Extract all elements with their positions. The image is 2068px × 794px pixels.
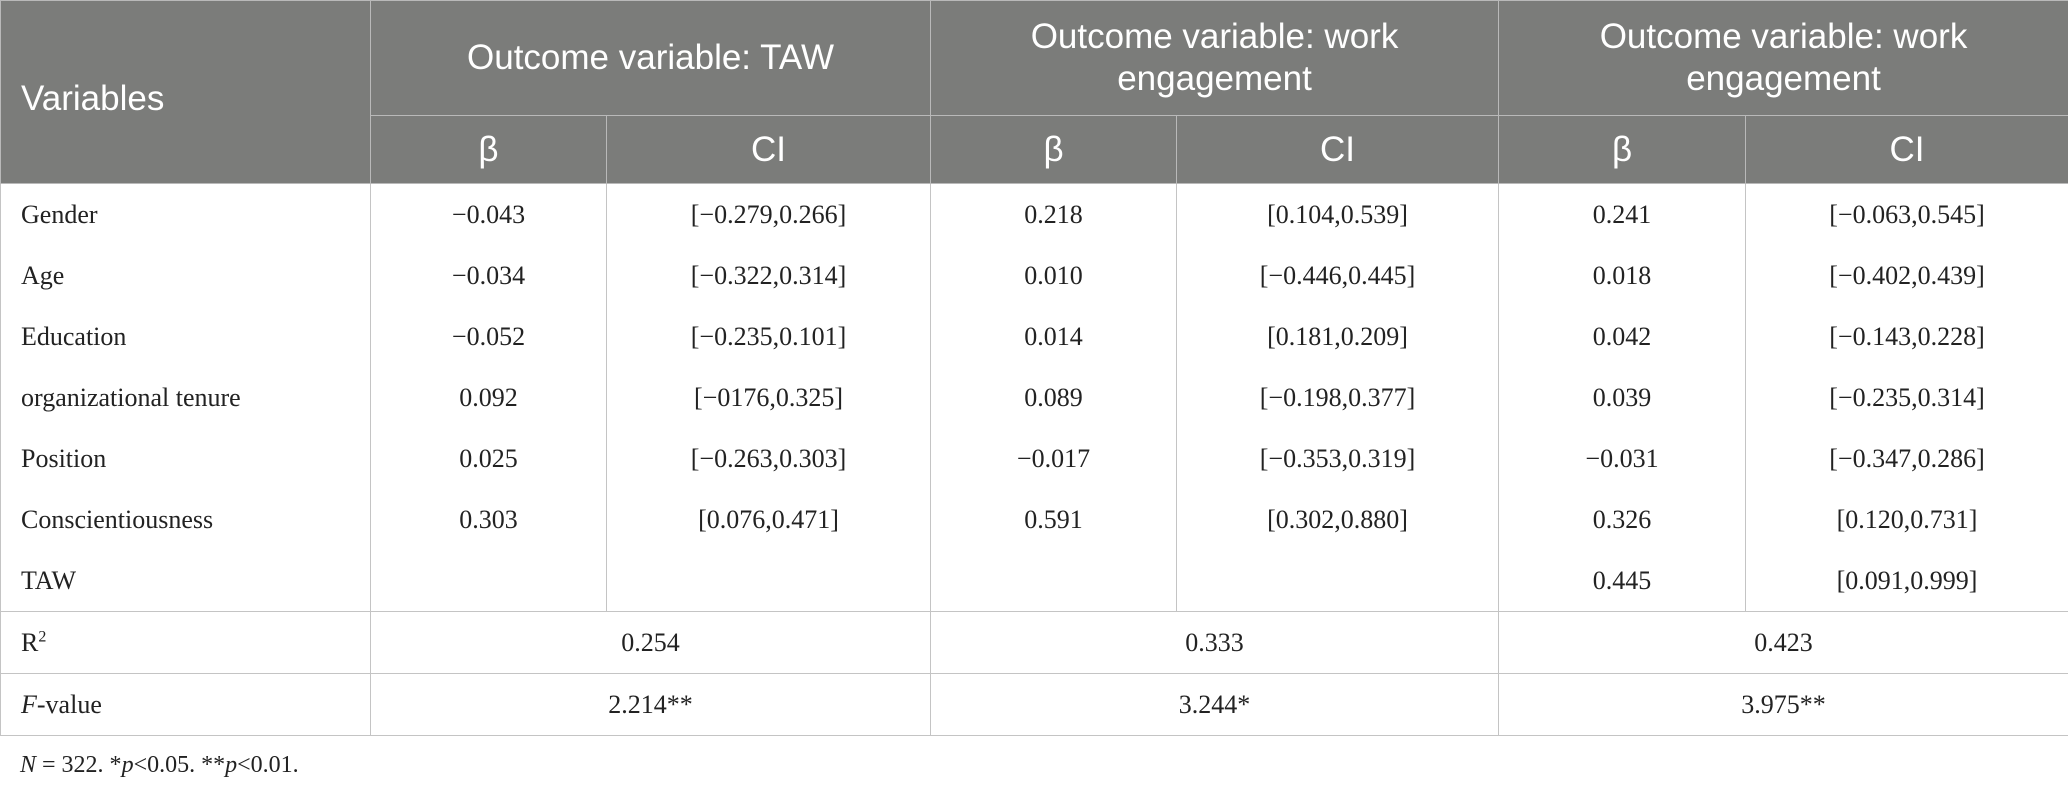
- ci-value: [−0.347,0.286]: [1745, 428, 2068, 489]
- group-header-taw: Outcome variable: TAW: [369, 0, 932, 116]
- ci-value: [−0.198,0.377]: [1176, 367, 1500, 428]
- beta-header: β: [1498, 115, 1747, 184]
- variable-label: TAW: [0, 550, 371, 612]
- ci-value: [0.120,0.731]: [1745, 489, 2068, 550]
- ci-value: [−0.353,0.319]: [1176, 428, 1500, 489]
- r-squared-value: 0.423: [1498, 611, 2068, 674]
- ci-value: [0.091,0.999]: [1745, 550, 2068, 612]
- ci-header: CI: [1176, 115, 1500, 184]
- beta-value: 0.218: [930, 183, 1178, 245]
- table-row: Education −0.052 [−0.235,0.101] 0.014 [0…: [0, 306, 2068, 367]
- beta-value: −0.043: [370, 183, 607, 245]
- ci-value: [1176, 550, 1500, 612]
- beta-value: 0.018: [1498, 245, 1747, 306]
- beta-value: 0.014: [930, 306, 1178, 367]
- ci-value: [−0.235,0.314]: [1745, 367, 2068, 428]
- r-squared-value: 0.333: [930, 611, 1500, 674]
- beta-value: −0.034: [370, 245, 607, 306]
- beta-value: [370, 550, 607, 612]
- f-value: 3.975**: [1498, 673, 2068, 736]
- ci-value: [−0176,0.325]: [605, 367, 932, 428]
- f-value: 3.244*: [930, 673, 1500, 736]
- f-value: 2.214**: [369, 673, 932, 736]
- f-value-label: F-value: [0, 673, 371, 736]
- beta-value: −0.017: [930, 428, 1178, 489]
- beta-value: 0.326: [1498, 489, 1747, 550]
- table-row: Conscientiousness 0.303 [0.076,0.471] 0.…: [0, 489, 2068, 550]
- beta-value: 0.445: [1498, 550, 1747, 612]
- table-row: Position 0.025 [−0.263,0.303] −0.017 [−0…: [0, 428, 2068, 489]
- beta-header: β: [930, 115, 1178, 184]
- variable-label: Gender: [0, 183, 371, 245]
- variables-header: Variables: [0, 0, 371, 184]
- beta-value: 0.092: [370, 367, 607, 428]
- beta-value: 0.039: [1498, 367, 1747, 428]
- ci-value: [0.181,0.209]: [1176, 306, 1500, 367]
- group-header-work-engagement-2: Outcome variable: work engagement: [1498, 0, 2068, 116]
- ci-value: [−0.279,0.266]: [605, 183, 932, 245]
- beta-value: 0.025: [370, 428, 607, 489]
- f-value-row: F-value 2.214** 3.244* 3.975**: [0, 673, 2068, 736]
- beta-value: 0.591: [930, 489, 1178, 550]
- beta-value: [930, 550, 1178, 612]
- table-row: TAW 0.445 [0.091,0.999]: [0, 550, 2068, 612]
- beta-value: 0.042: [1498, 306, 1747, 367]
- ci-value: [−0.063,0.545]: [1745, 183, 2068, 245]
- ci-value: [0.076,0.471]: [605, 489, 932, 550]
- variable-label: Position: [0, 428, 371, 489]
- variable-label: Education: [0, 306, 371, 367]
- ci-value: [605, 550, 932, 612]
- table-row: Gender −0.043 [−0.279,0.266] 0.218 [0.10…: [0, 183, 2068, 245]
- regression-table: Variables Outcome variable: TAW Outcome …: [0, 0, 2068, 736]
- ci-value: [−0.143,0.228]: [1745, 306, 2068, 367]
- beta-value: 0.089: [930, 367, 1178, 428]
- variable-label: Age: [0, 245, 371, 306]
- beta-header: β: [370, 115, 607, 184]
- ci-value: [−0.322,0.314]: [605, 245, 932, 306]
- r-squared-value: 0.254: [369, 611, 932, 674]
- beta-value: 0.241: [1498, 183, 1747, 245]
- table-footnote: N = 322. *p<0.05. **p<0.01.: [20, 752, 299, 778]
- ci-value: [0.104,0.539]: [1176, 183, 1500, 245]
- ci-header: CI: [605, 115, 932, 184]
- ci-value: [−0.263,0.303]: [605, 428, 932, 489]
- beta-value: 0.303: [370, 489, 607, 550]
- group-header-work-engagement-1: Outcome variable: work engagement: [930, 0, 1500, 116]
- table-row: organizational tenure 0.092 [−0176,0.325…: [0, 367, 2068, 428]
- ci-header: CI: [1745, 115, 2068, 184]
- ci-value: [−0.402,0.439]: [1745, 245, 2068, 306]
- variable-label: organizational tenure: [0, 367, 371, 428]
- beta-value: −0.052: [370, 306, 607, 367]
- ci-value: [−0.235,0.101]: [605, 306, 932, 367]
- ci-value: [0.302,0.880]: [1176, 489, 1500, 550]
- r-squared-row: R2 0.254 0.333 0.423: [0, 611, 2068, 674]
- variable-label: Conscientiousness: [0, 489, 371, 550]
- beta-value: −0.031: [1498, 428, 1747, 489]
- ci-value: [−0.446,0.445]: [1176, 245, 1500, 306]
- beta-value: 0.010: [930, 245, 1178, 306]
- r-squared-label: R2: [0, 611, 371, 674]
- table-row: Age −0.034 [−0.322,0.314] 0.010 [−0.446,…: [0, 245, 2068, 306]
